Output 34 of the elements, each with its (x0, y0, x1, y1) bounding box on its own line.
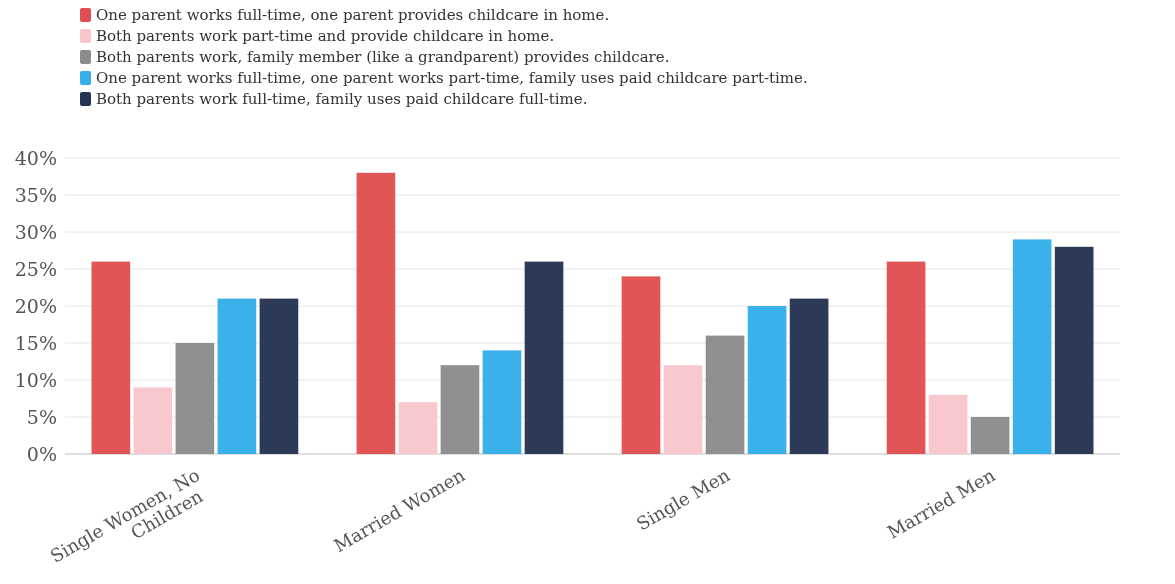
bar (970, 417, 1010, 454)
bar (175, 343, 215, 454)
bar (1054, 246, 1094, 454)
y-tick-label: 0% (26, 442, 57, 465)
y-tick-label: 40% (14, 146, 57, 169)
bar (356, 172, 396, 454)
bar (789, 298, 829, 454)
legend-label: Both parents work part-time and provide childcare in home. (96, 27, 555, 46)
y-tick-label: 10% (14, 368, 57, 391)
legend-label: Both parents work, family member (like a grandparent) provides childcare. (96, 48, 670, 67)
y-tick-label: 25% (14, 257, 57, 280)
legend-label: One parent works full-time, one parent provides childcare in home. (96, 6, 610, 25)
bar (440, 365, 480, 454)
y-tick-label: 5% (26, 405, 57, 428)
bar (621, 276, 661, 454)
bar (482, 350, 522, 454)
y-tick-label: 35% (14, 183, 57, 206)
legend-label: One parent works full-time, one parent works part-time, family uses paid childcare part-time. (96, 69, 808, 88)
legend-label: Both parents work full-time, family uses paid childcare full-time. (96, 90, 588, 109)
bar (705, 335, 745, 454)
bar (1012, 239, 1052, 454)
bar (91, 261, 131, 454)
y-tick-label: 15% (14, 331, 57, 354)
bar (928, 394, 968, 454)
bar (886, 261, 926, 454)
bar (398, 402, 438, 454)
bar (259, 298, 299, 454)
y-tick-label: 30% (14, 220, 57, 243)
bar (524, 261, 564, 454)
bar (217, 298, 257, 454)
bar (747, 306, 787, 454)
bar (663, 365, 703, 454)
bar (133, 387, 173, 454)
y-tick-label: 20% (14, 294, 57, 317)
